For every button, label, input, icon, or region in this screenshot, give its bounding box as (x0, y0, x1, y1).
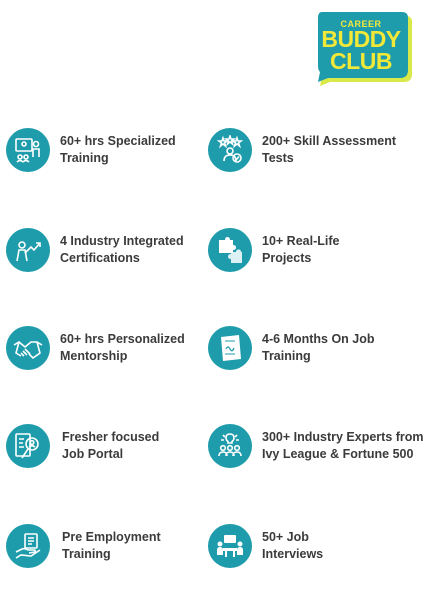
feature-label: 60+ hrs Specialized Training (60, 134, 176, 165)
feature-skill-assessment: 200+ Skill Assessment Tests (208, 128, 396, 172)
feature-mentorship: 60+ hrs Personalized Mentorship (6, 326, 185, 370)
feature-job-interviews: 50+ Job Interviews (208, 524, 323, 568)
hand-document-icon (6, 524, 50, 568)
feature-label: Fresher focused Job Portal (62, 430, 160, 461)
logo-badge-icon (318, 12, 412, 86)
career-buddy-club-logo: CAREER BUDDY CLUB (316, 12, 412, 86)
feature-real-life-projects: 10+ Real-Life Projects (208, 228, 339, 272)
logo-line-3: CLUB (330, 48, 392, 74)
puzzle-icon (208, 228, 252, 272)
feature-label: 200+ Skill Assessment Tests (262, 134, 396, 165)
experts-group-icon (208, 424, 252, 468)
feature-on-job-training: 4-6 Months On Job Training (208, 326, 375, 370)
feature-certifications: 4 Industry Integrated Certifications (6, 228, 184, 272)
logo-line-1: CAREER (340, 19, 382, 29)
feature-label: 60+ hrs Personalized Mentorship (60, 332, 185, 363)
feature-label: 300+ Industry Experts from Ivy League & … (262, 430, 424, 461)
trainer-board-icon (6, 128, 50, 172)
feature-pre-employment-training: Pre Employment Training (6, 524, 161, 568)
feature-label: Pre Employment Training (62, 530, 161, 561)
job-portal-icon (6, 424, 50, 468)
growth-person-icon (6, 228, 50, 272)
feature-label: 4 Industry Integrated Certifications (60, 234, 184, 265)
interview-icon (208, 524, 252, 568)
feature-specialized-training: 60+ hrs Specialized Training (6, 128, 176, 172)
feature-label: 4-6 Months On Job Training (262, 332, 375, 363)
feature-job-portal: Fresher focused Job Portal (6, 424, 159, 468)
handshake-icon (6, 326, 50, 370)
feature-label: 10+ Real-Life Projects (262, 234, 340, 265)
logo-line-2: BUDDY (321, 26, 401, 52)
feature-industry-experts: 300+ Industry Experts from Ivy League & … (208, 424, 424, 468)
feature-label: 50+ Job Interviews (262, 530, 324, 561)
document-stamp-icon (208, 326, 252, 370)
skill-assessment-icon (208, 128, 252, 172)
